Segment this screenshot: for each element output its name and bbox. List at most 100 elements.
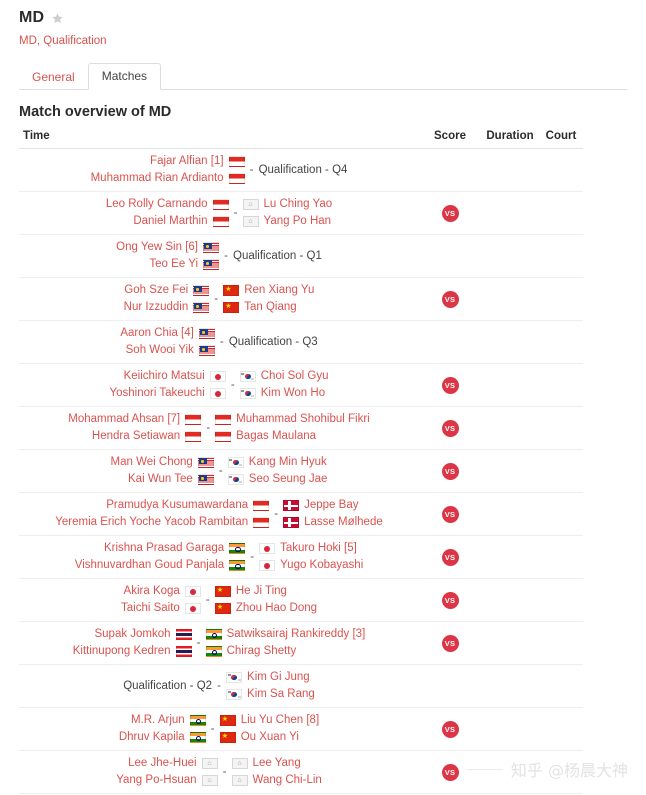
player-name[interactable]: Ong Yew Sin [6] [116, 241, 198, 253]
table-row[interactable]: Krishna Prasad Garaga Vishnuvardhan Goud … [19, 536, 583, 579]
player-entry[interactable]: ⌂ Wang Chi-Lin [231, 773, 322, 788]
table-row[interactable]: Aaron Chia [4] Soh Wooi Yik - Qualification… [19, 321, 583, 364]
player-entry[interactable]: Kai Wun Tee [128, 472, 214, 487]
player-entry[interactable]: M.R. Arjun [131, 713, 206, 728]
table-row[interactable]: Fajar Alfian [1] Muhammad Rian Ardianto - Q… [19, 149, 583, 192]
table-row[interactable]: Qualification - Q2- Kim Gi Jung Kim Sa Ran… [19, 665, 583, 708]
tab-general[interactable]: General [32, 70, 75, 84]
player-entry[interactable]: ⌂ Lu Ching Yao [242, 197, 333, 212]
vs-badge[interactable]: VS [441, 419, 459, 437]
player-entry[interactable]: Fajar Alfian [1] [150, 154, 245, 169]
player-name[interactable]: Kim Gi Jung [247, 671, 310, 683]
player-name[interactable]: Wang Chi-Lin [252, 774, 322, 786]
player-name[interactable]: Dhruv Kapila [118, 731, 185, 743]
player-name[interactable]: Yeremia Erich Yoche Yacob Rambitan [55, 516, 249, 528]
player-name[interactable]: Muhammad Shohibul Fikri [236, 413, 370, 425]
player-name[interactable]: Yang Po-Hsuan [116, 774, 197, 786]
vs-badge[interactable]: VS [441, 720, 459, 738]
player-entry[interactable]: Kim Gi Jung [226, 670, 310, 685]
player-name[interactable]: Tan Qiang [244, 301, 297, 313]
player-entry[interactable]: Hendra Setiawan [91, 429, 202, 444]
player-entry[interactable]: Lasse Mølhede [283, 515, 383, 530]
player-name[interactable]: Yoshinori Takeuchi [109, 387, 205, 399]
player-name[interactable]: Chirag Shetty [226, 645, 297, 657]
player-name[interactable]: Jeppe Bay [304, 499, 359, 511]
player-name[interactable]: Lu Ching Yao [263, 198, 333, 210]
player-entry[interactable]: Tan Qiang [223, 300, 297, 315]
table-row[interactable]: Leo Rolly Carnando Daniel Marthin - ⌂ Lu Chi… [19, 192, 583, 235]
player-entry[interactable]: Yugo Kobayashi [259, 558, 363, 573]
player-name[interactable]: Man Wei Chong [110, 456, 193, 468]
player-name[interactable]: M.R. Arjun [131, 714, 185, 726]
player-entry[interactable]: Chirag Shetty [205, 644, 297, 659]
player-name[interactable]: Ren Xiang Yu [244, 284, 315, 296]
player-name[interactable]: Fajar Alfian [1] [150, 155, 224, 167]
vs-badge[interactable]: VS [441, 290, 459, 308]
player-entry[interactable]: Nur Izzuddin [124, 300, 210, 315]
player-entry[interactable]: Man Wei Chong [111, 455, 214, 470]
player-entry[interactable]: Vishnuvardhan Goud Panjala [74, 558, 246, 573]
player-entry[interactable]: Leo Rolly Carnando [106, 197, 229, 212]
vs-badge[interactable]: VS [441, 505, 459, 523]
table-row[interactable]: Mohammad Ahsan [7] Hendra Setiawan - Muhamm… [19, 407, 583, 450]
player-entry[interactable]: Zhou Hao Dong [214, 601, 318, 616]
player-entry[interactable]: Takuro Hoki [5] [259, 541, 357, 556]
vs-badge[interactable]: VS [441, 591, 459, 609]
player-entry[interactable]: Supak Jomkoh [94, 627, 192, 642]
player-entry[interactable]: ⌂ Lee Yang [231, 756, 301, 771]
player-name[interactable]: Lee Yang [252, 757, 301, 769]
player-entry[interactable]: Choi Sol Gyu [239, 369, 329, 384]
player-entry[interactable]: Kittinupong Kedren [73, 644, 192, 659]
player-name[interactable]: Yugo Kobayashi [280, 559, 364, 571]
vs-badge[interactable]: VS [441, 548, 459, 566]
player-name[interactable]: Choi Sol Gyu [260, 370, 329, 382]
player-name[interactable]: Pramudya Kusumawardana [106, 499, 249, 511]
player-name[interactable]: Keiichiro Matsui [123, 370, 205, 382]
player-name[interactable]: Zhou Hao Dong [235, 602, 318, 614]
player-name[interactable]: Akira Koga [123, 585, 180, 597]
player-entry[interactable]: Akira Koga [124, 584, 201, 599]
player-name[interactable]: Mohammad Ahsan [7] [68, 413, 181, 425]
vs-badge[interactable]: VS [441, 204, 459, 222]
player-entry[interactable]: Jeppe Bay [283, 498, 358, 513]
player-name[interactable]: Hendra Setiawan [91, 430, 181, 442]
star-icon[interactable] [51, 12, 64, 25]
player-name[interactable]: Kittinupong Kedren [72, 645, 171, 657]
player-entry[interactable]: Lee Jhe-Huei ⌂ [128, 756, 218, 771]
player-entry[interactable]: Kim Sa Rang [226, 687, 315, 702]
player-name[interactable]: Nur Izzuddin [123, 301, 189, 313]
player-name[interactable]: Lee Jhe-Huei [128, 757, 197, 769]
player-name[interactable]: Vishnuvardhan Goud Panjala [74, 559, 225, 571]
player-entry[interactable]: Goh Sze Fei [124, 283, 210, 298]
player-entry[interactable]: Seo Seung Jae [227, 472, 327, 487]
table-row[interactable]: Man Wei Chong Kai Wun Tee - Kang Min Hyuk Se… [19, 450, 583, 493]
player-name[interactable]: Teo Ee Yi [149, 258, 198, 270]
vs-badge[interactable]: VS [441, 763, 459, 781]
table-row[interactable]: Akira Koga Taichi Saito - He Ji Ting Zhou Ha… [19, 579, 583, 622]
player-entry[interactable]: Daniel Marthin [133, 214, 229, 229]
vs-badge[interactable]: VS [441, 462, 459, 480]
player-entry[interactable]: Muhammad Shohibul Fikri [215, 412, 370, 427]
player-name[interactable]: Kai Wun Tee [128, 473, 193, 485]
breadcrumb-subtitle[interactable]: MD, Qualification [19, 35, 107, 47]
player-entry[interactable]: Keiichiro Matsui [124, 369, 226, 384]
player-name[interactable]: Kang Min Hyuk [248, 456, 327, 468]
player-name[interactable]: Taichi Saito [121, 602, 180, 614]
player-entry[interactable]: Pramudya Kusumawardana [106, 498, 270, 513]
player-name[interactable]: Ou Xuan Yi [240, 731, 299, 743]
player-name[interactable]: Takuro Hoki [5] [280, 542, 357, 554]
player-entry[interactable]: Teo Ee Yi [149, 257, 219, 272]
table-row[interactable]: Supak Jomkoh Kittinupong Kedren - Satwiksai… [19, 622, 583, 665]
player-entry[interactable]: Ou Xuan Yi [219, 730, 299, 745]
player-name[interactable]: Supak Jomkoh [94, 628, 171, 640]
player-entry[interactable]: Kang Min Hyuk [227, 455, 327, 470]
player-name[interactable]: Muhammad Rian Ardianto [90, 172, 224, 184]
table-row[interactable]: Keiichiro Matsui Yoshinori Takeuchi - Choi … [19, 364, 583, 407]
table-row[interactable]: M.R. Arjun Dhruv Kapila - Liu Yu Chen [8] Ou… [19, 708, 583, 751]
table-row[interactable]: Goh Sze Fei Nur Izzuddin - Ren Xiang Yu Tan … [19, 278, 583, 321]
player-name[interactable]: Kim Sa Rang [247, 688, 315, 700]
player-entry[interactable]: Liu Yu Chen [8] [219, 713, 320, 728]
player-entry[interactable]: Yeremia Erich Yoche Yacob Rambitan [55, 515, 270, 530]
player-name[interactable]: Liu Yu Chen [8] [240, 714, 320, 726]
player-entry[interactable]: Satwiksairaj Rankireddy [3] [205, 627, 365, 642]
